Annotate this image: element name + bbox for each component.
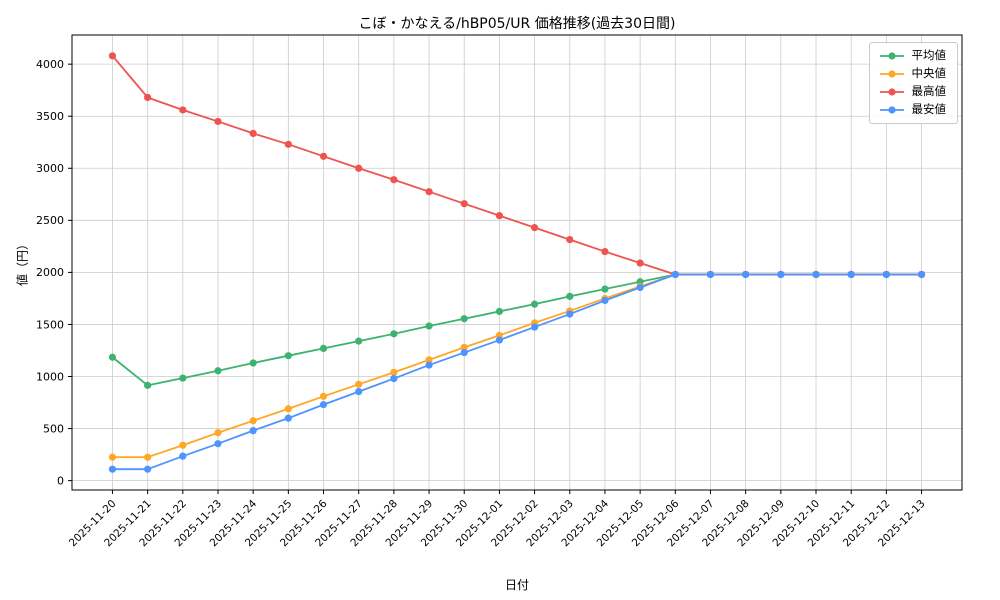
data-point — [249, 129, 257, 137]
y-tick-label: 1500 — [36, 318, 64, 331]
data-point — [144, 93, 152, 102]
legend-marker-icon — [879, 106, 904, 114]
y-tick-label: 4000 — [36, 58, 64, 71]
legend-label: 最安値 — [911, 102, 947, 117]
series-line-3 — [112, 273, 922, 471]
x-axis-label: 日付 — [504, 578, 529, 592]
data-point — [530, 224, 539, 232]
data-point — [425, 188, 433, 196]
data-point — [249, 417, 257, 425]
legend-item: 最高値 — [879, 84, 947, 99]
series-line-2 — [111, 55, 922, 276]
legend-marker-icon — [879, 52, 904, 60]
data-point — [179, 374, 187, 382]
data-point — [425, 361, 433, 369]
data-point — [214, 367, 222, 375]
data-point — [460, 315, 468, 323]
data-point — [284, 352, 292, 360]
data-point — [530, 323, 539, 331]
data-point — [601, 247, 609, 256]
y-axis-label: 値（円） — [15, 237, 30, 287]
data-point — [566, 235, 574, 244]
data-point — [179, 441, 187, 449]
data-point — [636, 283, 644, 292]
y-tick-label: 1000 — [36, 370, 64, 383]
legend: 平均値中央値最高値最安値 — [868, 42, 958, 124]
data-point — [601, 285, 609, 293]
data-point — [108, 453, 117, 461]
data-point — [390, 176, 398, 184]
data-point — [144, 381, 152, 389]
data-point — [214, 429, 222, 437]
data-point — [355, 164, 363, 172]
data-point — [601, 296, 609, 305]
legend-label: 最高値 — [911, 84, 947, 99]
data-point — [390, 368, 398, 376]
data-point — [742, 270, 750, 279]
data-point — [355, 337, 363, 345]
data-point — [917, 270, 926, 279]
data-point — [319, 401, 328, 409]
data-point — [179, 106, 187, 114]
data-point — [144, 453, 152, 461]
legend-label: 平均値 — [911, 48, 947, 63]
data-point — [460, 343, 468, 351]
data-point — [566, 310, 574, 318]
data-point — [495, 212, 504, 220]
data-point — [214, 117, 222, 126]
data-point — [882, 270, 890, 279]
y-tick-label: 2000 — [36, 266, 64, 279]
chart-title: こぼ・かなえる/hBP05/UR 価格推移(過去30日間) — [358, 16, 676, 32]
data-point — [319, 392, 328, 400]
data-point — [249, 359, 257, 367]
data-point — [425, 322, 433, 330]
data-point — [284, 414, 292, 422]
legend-item: 中央値 — [879, 66, 947, 81]
data-point — [319, 344, 328, 352]
data-point — [566, 292, 574, 300]
data-point — [777, 270, 785, 279]
data-point — [108, 353, 117, 361]
data-point — [460, 200, 468, 208]
data-point — [249, 427, 257, 435]
axes-border — [71, 34, 963, 491]
data-point — [179, 452, 187, 460]
data-point — [495, 307, 504, 316]
data-point — [108, 52, 117, 60]
data-point — [706, 270, 715, 279]
data-point — [355, 388, 363, 396]
data-point — [144, 465, 152, 473]
y-tick-label: 3000 — [36, 162, 64, 175]
legend-label: 中央値 — [911, 66, 947, 81]
data-point — [530, 300, 539, 308]
data-point — [495, 336, 504, 344]
legend-marker-icon — [879, 88, 904, 96]
series-line-1 — [112, 273, 922, 459]
data-point — [390, 374, 398, 383]
data-point — [390, 330, 398, 338]
data-point — [214, 440, 222, 448]
y-tick-label: 500 — [43, 422, 64, 435]
y-tick-label: 3500 — [36, 110, 64, 123]
data-point — [108, 465, 117, 473]
data-point — [636, 259, 644, 267]
y-tick-label: 2500 — [36, 214, 64, 227]
data-point — [847, 270, 855, 279]
data-point — [284, 140, 292, 148]
legend-item: 平均値 — [879, 48, 947, 63]
y-tick-label: 0 — [57, 474, 64, 487]
data-point — [425, 356, 433, 364]
data-point — [355, 380, 363, 388]
legend-item: 最安値 — [879, 102, 947, 117]
data-point — [460, 348, 468, 357]
data-point — [671, 270, 679, 279]
data-point — [812, 270, 820, 279]
data-point — [319, 152, 328, 160]
data-point — [284, 405, 292, 413]
legend-marker-icon — [879, 70, 904, 78]
